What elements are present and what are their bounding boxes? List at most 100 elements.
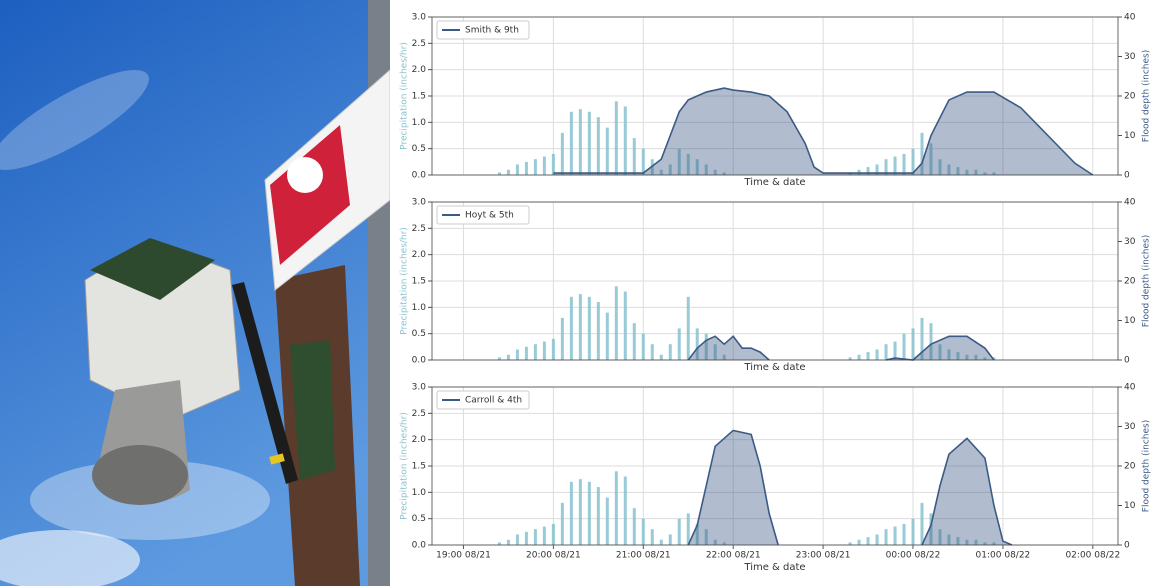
y-tick-label: 2.0 [412, 65, 427, 75]
precip-bar [848, 357, 852, 360]
precip-bar [497, 172, 501, 175]
flood-area [688, 430, 1012, 545]
legend-label: Hoyt & 5th [465, 211, 514, 221]
precip-bar [641, 333, 645, 360]
y2-tick-label: 20 [1124, 462, 1136, 472]
precip-bar [893, 341, 897, 360]
precip-bar [596, 487, 600, 545]
precip-bar [686, 296, 690, 360]
cloud [0, 70, 149, 170]
precip-bar [641, 148, 645, 175]
y2-tick-label: 40 [1124, 13, 1136, 23]
precip-bar [632, 138, 636, 175]
precip-bar [659, 354, 663, 360]
precip-bar [632, 323, 636, 360]
y2-tick-label: 10 [1124, 501, 1136, 511]
precip-bar [884, 344, 888, 360]
precip-bar [983, 357, 987, 360]
sensor-mount [90, 238, 215, 300]
precip-bar [650, 529, 654, 545]
precip-bar [704, 333, 708, 360]
x-tick-label: 02:00 08/22 [1065, 551, 1120, 561]
y-axis-label: Precipitation (inches/hr) [400, 412, 410, 520]
precip-bar [911, 328, 915, 360]
precip-bar [686, 513, 690, 545]
precip-bar [623, 106, 627, 175]
flood-area [553, 88, 1093, 175]
y-tick-label: 0.5 [412, 514, 426, 524]
x-axis-label: Time & date [743, 177, 805, 188]
legend-label: Smith & 9th [465, 26, 519, 36]
y-tick-label: 1.0 [412, 303, 427, 313]
y2-tick-label: 0 [1124, 356, 1130, 366]
precip-bar [920, 132, 924, 175]
precip-bar [542, 341, 546, 360]
y2-tick-label: 0 [1124, 171, 1130, 181]
precip-bar [929, 323, 933, 360]
precip-bar [695, 328, 699, 360]
precip-bar [524, 161, 528, 175]
precip-bar [641, 518, 645, 545]
precip-bar [668, 534, 672, 545]
precip-bar [533, 159, 537, 175]
antenna [232, 282, 298, 484]
y-tick-label: 1.5 [412, 92, 426, 102]
precip-bar [902, 153, 906, 175]
y2-tick-label: 30 [1124, 422, 1136, 432]
precip-bar [560, 132, 564, 175]
precip-bar [902, 523, 906, 545]
precip-bar [929, 513, 933, 545]
y-tick-label: 2.5 [412, 39, 426, 49]
cloud [0, 530, 140, 586]
precip-bar [875, 164, 879, 175]
precip-bar [992, 172, 996, 175]
precip-bar [686, 153, 690, 175]
precip-bar [506, 169, 510, 175]
legend-box [436, 205, 530, 225]
precip-bar [929, 143, 933, 175]
precip-bar [704, 529, 708, 545]
y2-tick-label: 40 [1124, 198, 1136, 208]
precip-bar [668, 164, 672, 175]
precip-bar [938, 159, 942, 175]
bracket [290, 340, 335, 480]
precip-bar [866, 167, 870, 175]
y2-axis-label: Flood depth (inches) [1142, 50, 1152, 142]
precip-bar [596, 302, 600, 360]
precip-bar [677, 518, 681, 545]
x-axis-label: Time & date [743, 562, 805, 573]
precip-bar [623, 476, 627, 545]
precip-bar [515, 349, 519, 360]
precip-bar [650, 344, 654, 360]
flood-line [553, 87, 1094, 176]
y-tick-label: 2.0 [412, 250, 427, 260]
x-tick-label: 22:00 08/21 [706, 551, 761, 561]
x-tick-label: 20:00 08/21 [526, 551, 581, 561]
x-tick-label: 01:00 08/22 [976, 551, 1031, 561]
precip-bar [506, 354, 510, 360]
precip-bar [947, 164, 951, 175]
precip-bar [866, 352, 870, 360]
precip-bar [857, 539, 861, 545]
plot-frame [431, 201, 1119, 361]
legend-box [436, 390, 530, 410]
precip-bar [902, 333, 906, 360]
precip-bar [893, 156, 897, 175]
precip-bar [677, 148, 681, 175]
precip-bar [884, 529, 888, 545]
y-tick-label: 0.0 [412, 171, 427, 181]
precip-bar [713, 539, 717, 545]
y-tick-label: 3.0 [412, 13, 427, 23]
precip-bar [542, 156, 546, 175]
sign-red [270, 125, 350, 265]
x-tick-label: 19:00 08/21 [436, 551, 491, 561]
precip-bar [920, 502, 924, 545]
precip-bar [695, 523, 699, 545]
precip-bar [668, 344, 672, 360]
precip-bar [578, 479, 582, 545]
precip-bar [965, 539, 969, 545]
precip-bar [875, 349, 879, 360]
precip-bar [560, 317, 564, 360]
precip-bar [515, 164, 519, 175]
precip-bar [569, 481, 573, 545]
